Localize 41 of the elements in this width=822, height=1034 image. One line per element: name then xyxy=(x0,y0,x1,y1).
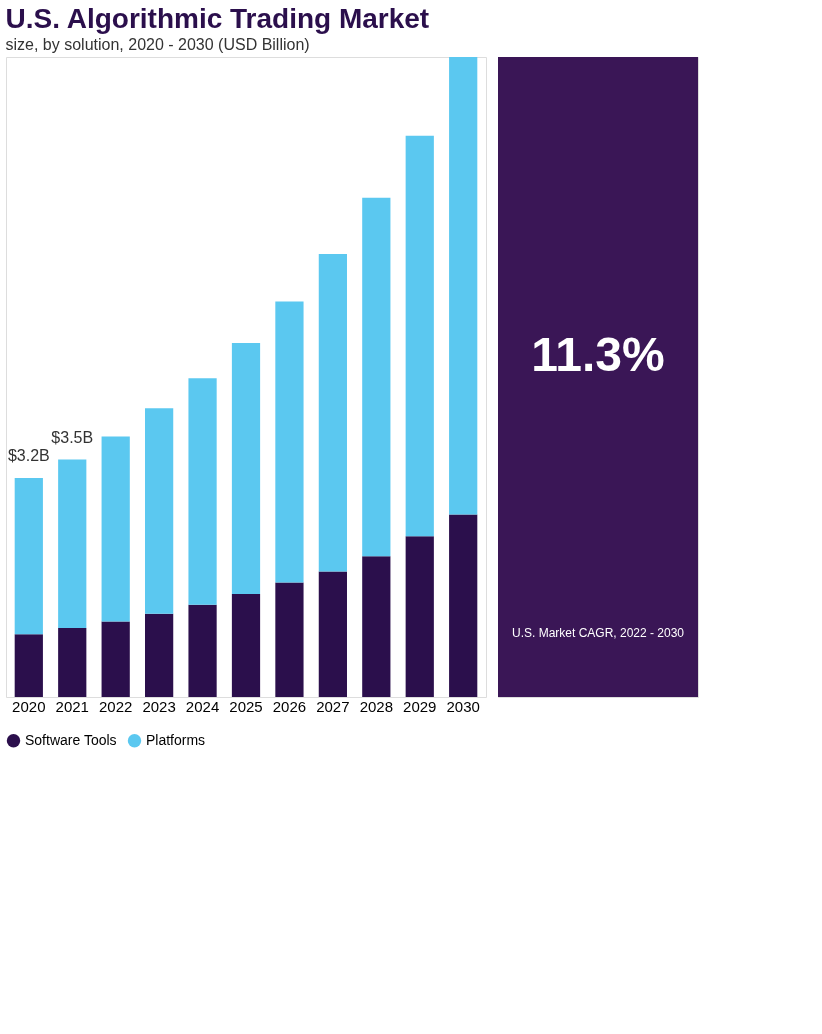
bar xyxy=(101,621,130,697)
chart-title: U.S. Algorithmic Trading Market xyxy=(5,2,430,34)
bar xyxy=(318,571,347,697)
legend-label: Software Tools xyxy=(25,731,117,748)
bar xyxy=(145,408,174,614)
text: 11.3% xyxy=(531,328,665,381)
bar xyxy=(275,582,304,697)
x-tick-label: 2022 xyxy=(99,697,133,715)
x-tick-label: 2029 xyxy=(403,697,437,715)
annotation: $3.2B xyxy=(7,447,50,465)
x-tick-label: 2020 xyxy=(12,697,46,715)
x-tick-label: 2021 xyxy=(55,697,89,715)
text: U.S. Market CAGR, 2022 - 2030 xyxy=(511,626,685,640)
bar xyxy=(449,514,478,697)
bar xyxy=(58,459,87,628)
x-tick-label: 2025 xyxy=(229,697,263,715)
bar xyxy=(405,135,434,537)
bar xyxy=(101,436,130,622)
bar xyxy=(275,301,304,583)
bar xyxy=(318,254,347,572)
x-tick-label: 2026 xyxy=(272,697,307,715)
bar xyxy=(145,613,174,697)
bar xyxy=(58,627,87,697)
bar xyxy=(188,378,217,605)
chart-subtitle: size, by solution, 2020 - 2030 (USD Billion) xyxy=(5,35,310,53)
bar xyxy=(231,593,261,697)
bar xyxy=(14,634,43,697)
annotation: $3.5B xyxy=(51,428,94,446)
x-tick-label: 2030 xyxy=(446,697,480,715)
bar xyxy=(231,343,261,594)
x-tick-label: 2027 xyxy=(316,697,350,715)
bar xyxy=(405,536,434,697)
bar xyxy=(188,604,217,697)
bar xyxy=(362,197,391,557)
legend-label: Platforms xyxy=(146,731,206,748)
x-tick-label: 2023 xyxy=(142,697,176,715)
bar xyxy=(14,478,43,635)
bar xyxy=(362,556,391,697)
bar xyxy=(449,57,478,515)
x-tick-label: 2028 xyxy=(359,697,393,715)
x-tick-label: 2024 xyxy=(185,697,220,715)
